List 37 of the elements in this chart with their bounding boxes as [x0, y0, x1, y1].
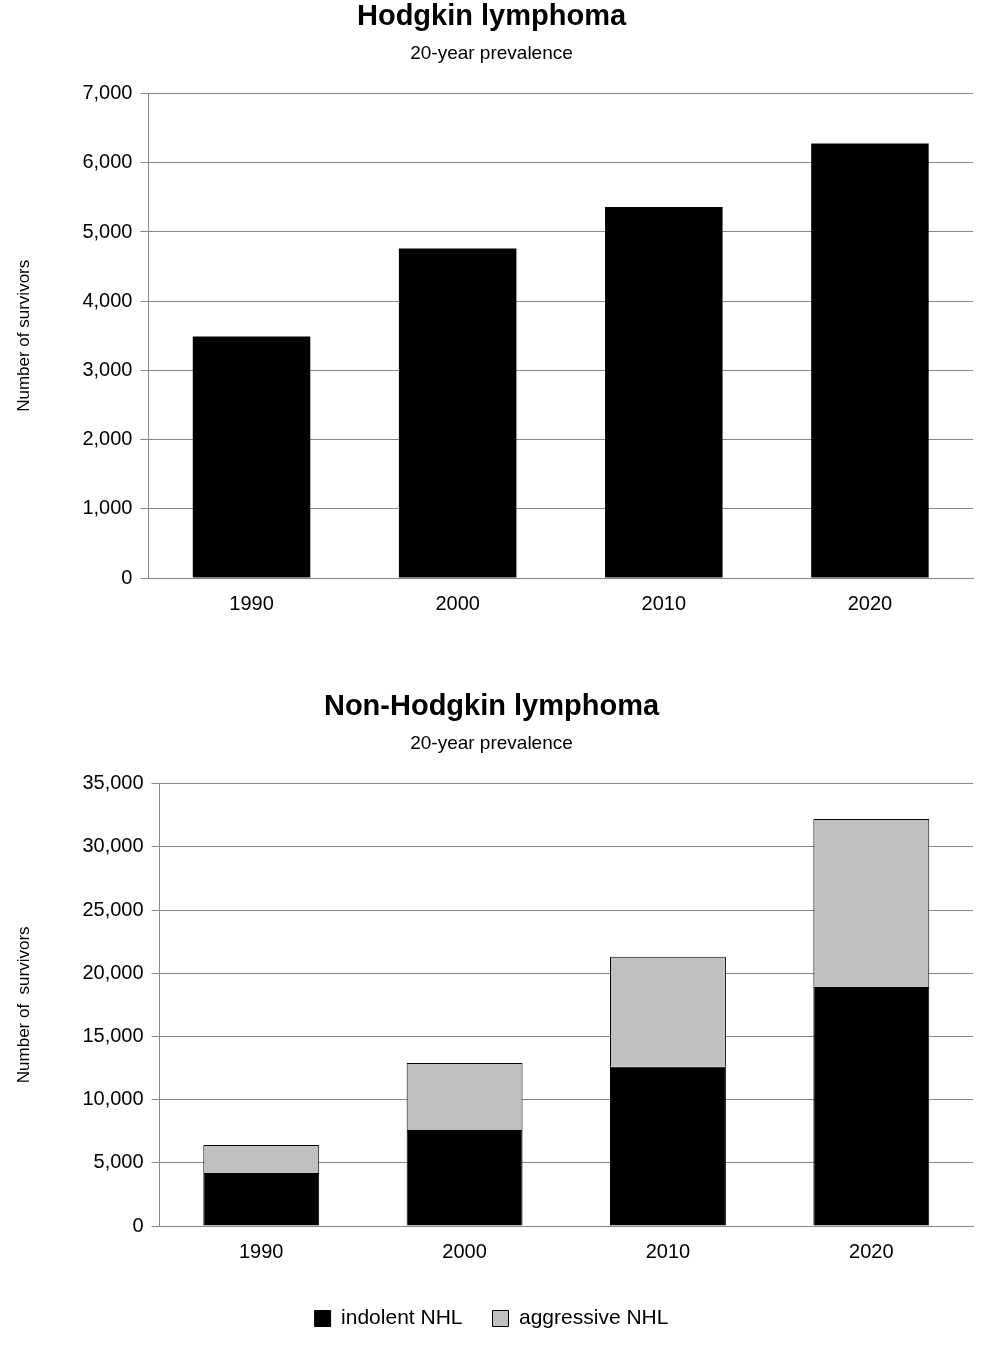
y-tick-label: 5,000 — [82, 219, 133, 242]
y-tick-label: 6,000 — [82, 150, 133, 173]
y-tick-label: 30,000 — [82, 834, 144, 857]
x-tick-label: 2000 — [442, 1239, 487, 1262]
y-tick-label: 0 — [121, 565, 133, 588]
bar — [192, 336, 311, 578]
x-tick-label: 2000 — [435, 591, 480, 614]
y-axis-title: Number of survivors — [13, 926, 33, 1084]
chart-subtitle: 20-year prevalence — [410, 732, 573, 754]
x-tick-label: 2020 — [847, 591, 893, 614]
chart-subtitle: 20-year prevalence — [410, 42, 573, 64]
x-tick-label: 1990 — [239, 1239, 284, 1262]
legend-label: aggressive NHL — [519, 1305, 669, 1329]
y-tick-label: 5,000 — [93, 1150, 144, 1173]
chart-title: Hodgkin lymphoma — [356, 0, 627, 32]
bar — [398, 248, 517, 578]
bar — [811, 143, 929, 578]
x-tick-label: 2010 — [641, 591, 687, 614]
bar — [605, 207, 723, 578]
chart-title: Non-Hodgkin lymphoma — [323, 689, 660, 722]
y-tick-label: 35,000 — [82, 771, 144, 794]
y-tick-label: 4,000 — [82, 288, 133, 311]
x-tick-label: 2010 — [645, 1239, 691, 1262]
y-tick-label: 25,000 — [82, 897, 144, 920]
y-tick-label: 2,000 — [82, 427, 133, 450]
y-tick-label: 7,000 — [82, 81, 133, 104]
legend-label: indolent NHL — [341, 1305, 463, 1329]
x-tick-label: 2020 — [849, 1239, 894, 1262]
y-tick-label: 0 — [132, 1213, 144, 1236]
y-tick-label: 10,000 — [82, 1087, 144, 1110]
y-tick-label: 3,000 — [82, 357, 133, 380]
y-tick-label: 20,000 — [82, 960, 144, 983]
y-tick-label: 1,000 — [82, 496, 133, 519]
y-axis-title: Number of survivors — [13, 259, 33, 412]
y-tick-label: 15,000 — [82, 1023, 144, 1046]
bar — [610, 1066, 726, 1226]
x-tick-label: 1990 — [229, 591, 274, 614]
